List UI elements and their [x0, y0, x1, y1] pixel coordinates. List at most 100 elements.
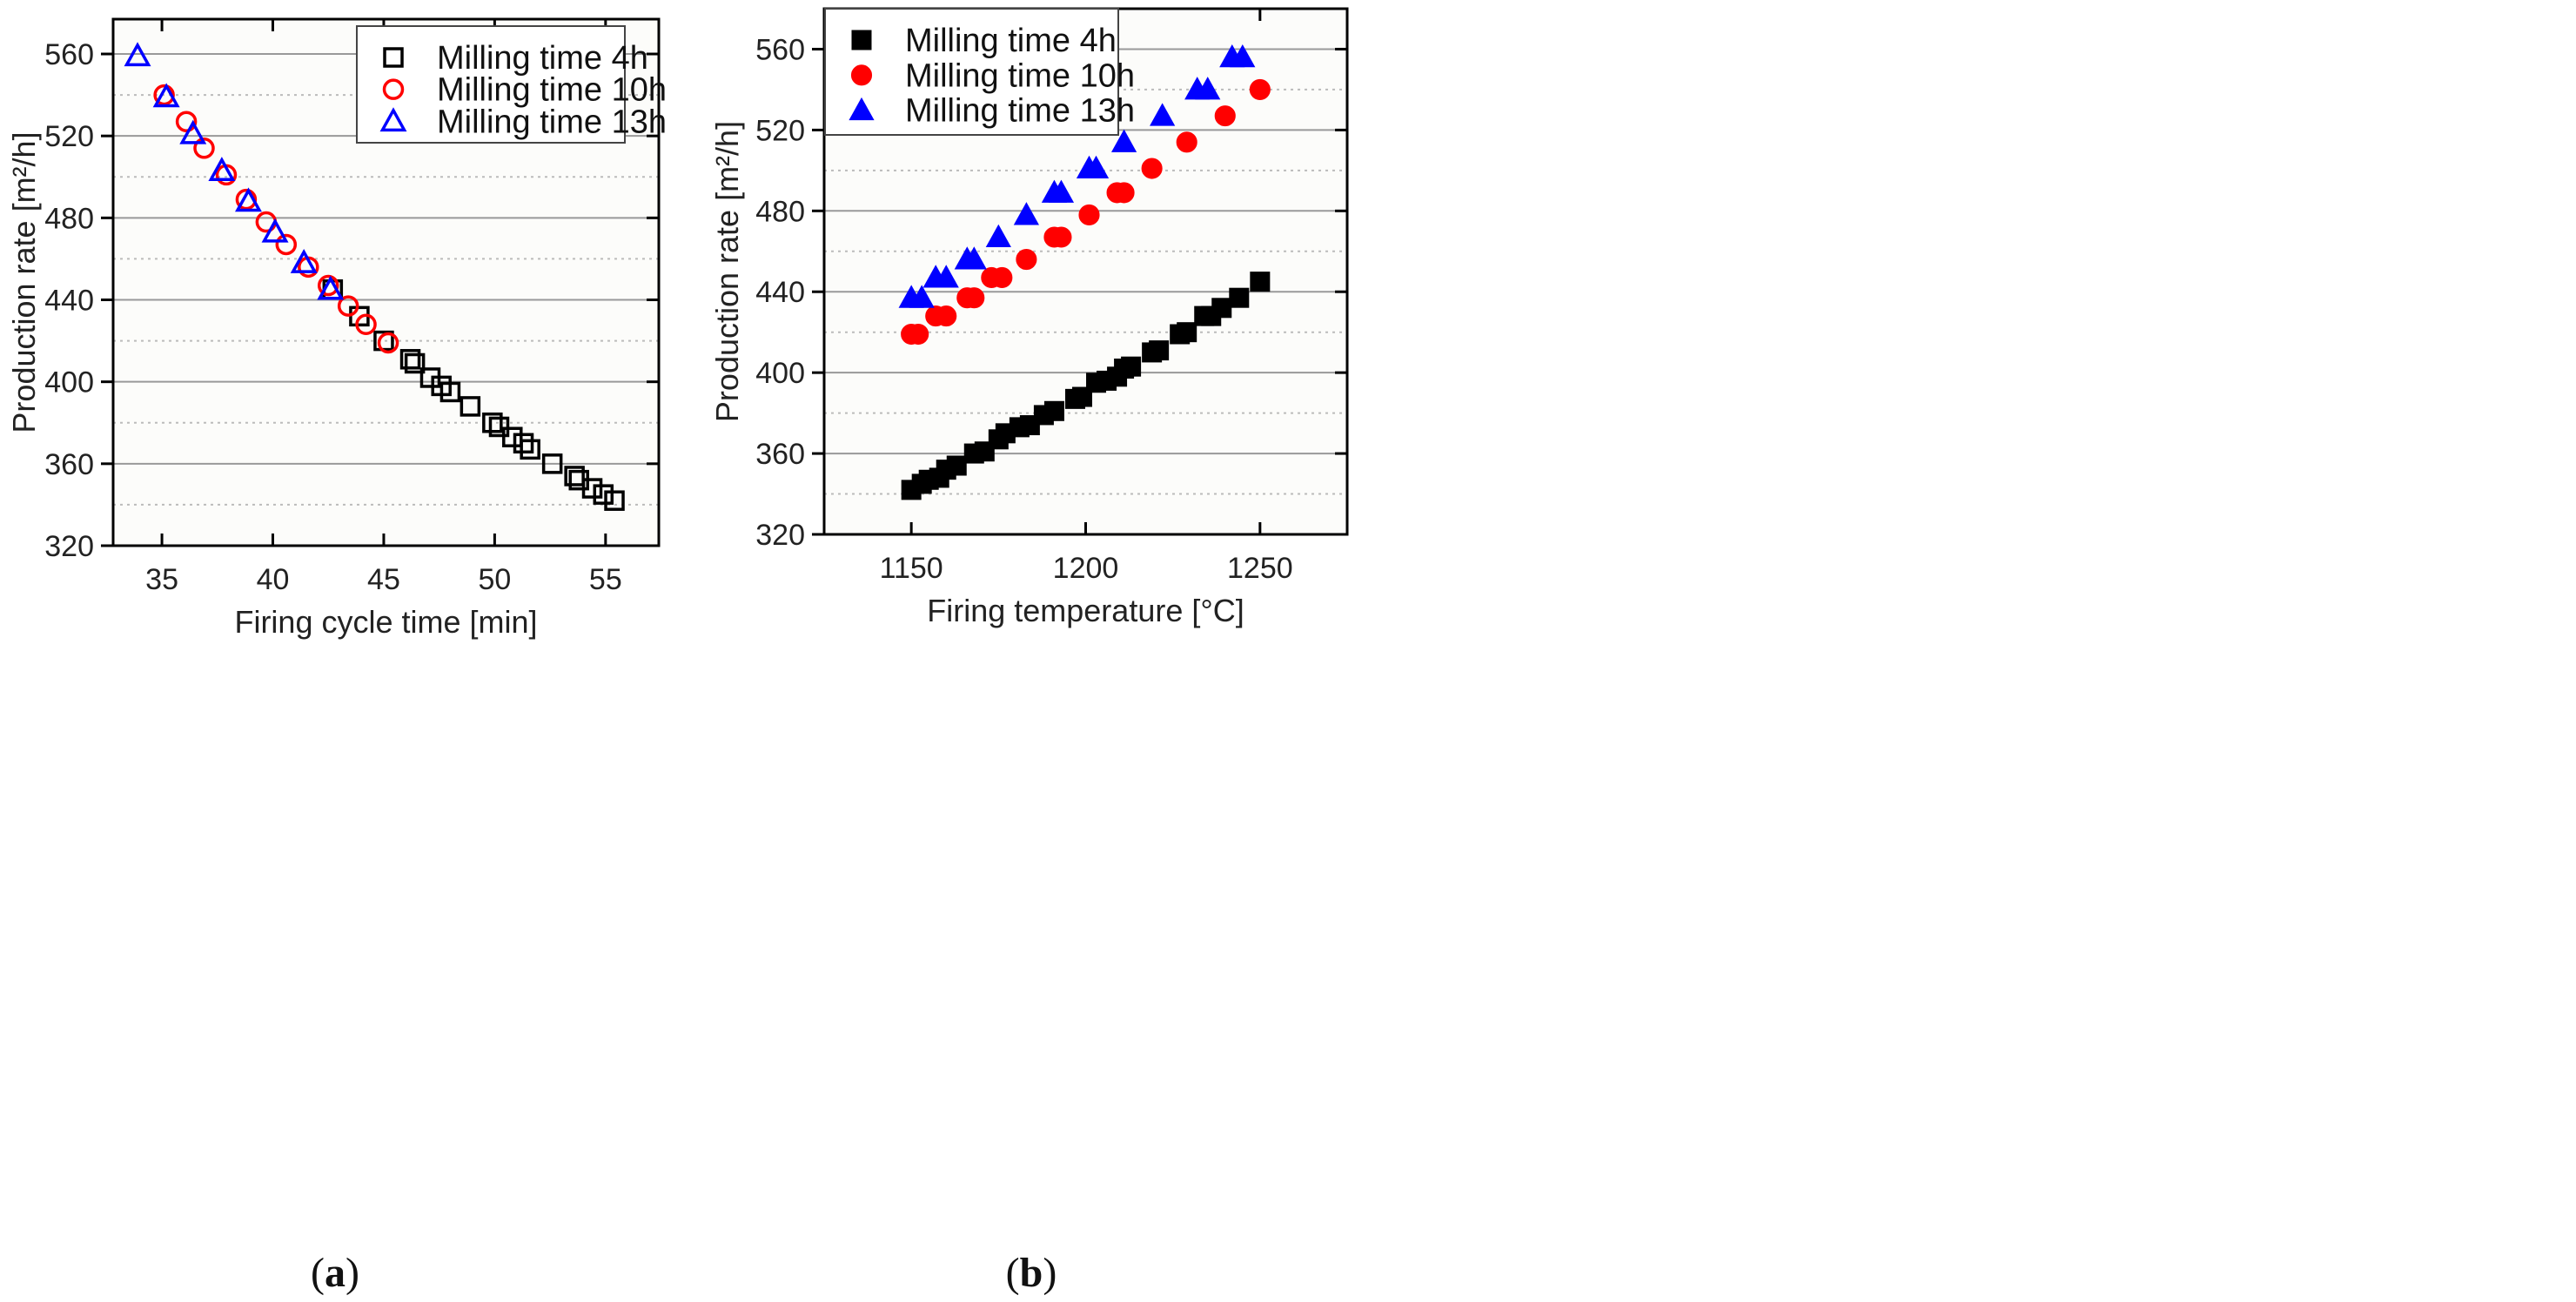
x-tick-label: 1200	[1053, 552, 1119, 585]
x-tick-label: 55	[589, 563, 622, 596]
x-tick-label: 50	[478, 563, 511, 596]
legend-marker	[379, 107, 407, 132]
y-tick-label: 520	[755, 114, 805, 147]
data-point-triangle	[985, 224, 1011, 248]
data-point-square	[513, 433, 534, 454]
data-point-square	[399, 349, 421, 370]
data-point-square	[1211, 298, 1232, 319]
data-point-square	[1177, 322, 1197, 343]
y-tick-label: 440	[44, 285, 94, 318]
data-point-triangle	[317, 275, 345, 300]
data-point-circle	[1176, 131, 1197, 153]
x-axis-label: Firing temperature [°C]	[927, 593, 1244, 628]
x-tick-label: 1150	[880, 552, 943, 585]
legend-label: Milling time 10h	[437, 72, 667, 109]
y-tick-label: 560	[755, 33, 805, 66]
data-point-triangle	[1013, 202, 1039, 225]
x-tick-label: 1250	[1227, 552, 1293, 585]
data-point-circle	[355, 313, 377, 336]
data-point-triangle	[909, 285, 935, 308]
data-point-triangle	[235, 187, 262, 212]
x-tick-label: 35	[145, 563, 178, 596]
data-point-square	[564, 466, 585, 487]
data-point-triangle	[1150, 103, 1176, 126]
data-point-triangle	[152, 83, 180, 108]
data-point-circle	[963, 287, 985, 309]
data-point-square	[520, 439, 540, 460]
y-axis-label: Production rate [m²/h]	[709, 121, 745, 422]
data-point-circle	[1214, 105, 1236, 127]
data-point-circle	[235, 188, 258, 211]
series-1	[901, 78, 1271, 346]
panel-caption: (b)	[1006, 1250, 1057, 1296]
chart-panel-b: 1150 1200 1250 320 360 400 440 480 520 560 Firing …	[709, 7, 1349, 1296]
y-tick-label: 480	[44, 202, 94, 235]
y-tick-label: 520	[44, 120, 94, 153]
data-point-triangle	[1048, 179, 1075, 203]
legend-marker	[383, 47, 404, 68]
y-tick-label: 560	[44, 38, 94, 71]
legend-marker	[851, 30, 872, 50]
data-point-circle	[1016, 249, 1037, 271]
data-point-circle	[153, 84, 175, 106]
data-point-triangle	[1110, 129, 1137, 152]
chart-panel-a: 35 40 45 50 55 320 360 400 440 480 520 560 Firing cy…	[6, 17, 667, 1296]
y-tick-label: 400	[755, 357, 805, 390]
legend-label: Milling time 4h	[905, 23, 1117, 59]
data-point-circle	[317, 274, 339, 297]
y-tick-label: 320	[44, 530, 94, 563]
series-0	[901, 272, 1271, 500]
series-0	[322, 279, 625, 511]
data-point-square	[604, 490, 625, 511]
data-point-circle	[1249, 78, 1271, 100]
data-point-circle	[1078, 204, 1100, 226]
data-point-square	[593, 484, 614, 505]
y-tick-label: 400	[44, 366, 94, 399]
x-axis-label: Firing cycle time [min]	[234, 604, 537, 640]
legend-label: Milling time 4h	[437, 40, 648, 77]
plot-frame	[111, 17, 661, 547]
data-point-triangle	[179, 119, 207, 144]
data-point-circle	[1050, 226, 1072, 248]
data-point-triangle	[1195, 77, 1221, 100]
data-point-circle	[1113, 182, 1135, 204]
x-tick-label: 40	[257, 563, 290, 596]
data-point-square	[1043, 400, 1064, 421]
series-2	[124, 42, 345, 300]
data-point-circle	[991, 266, 1013, 289]
y-tick-label: 480	[755, 195, 805, 228]
data-point-triangle	[208, 157, 236, 181]
legend-label: Milling time 13h	[905, 93, 1135, 130]
series-2	[898, 44, 1256, 308]
data-point-circle	[337, 295, 359, 317]
data-point-triangle	[961, 246, 987, 270]
y-tick-label: 360	[755, 438, 805, 471]
data-point-circle	[377, 332, 399, 354]
data-point-square	[502, 426, 523, 447]
legend-box	[824, 8, 1119, 136]
data-point-square	[946, 455, 967, 476]
data-point-circle	[1141, 158, 1163, 179]
legend-marker	[850, 64, 873, 86]
panel-caption-letter: b	[1020, 1250, 1043, 1296]
data-point-circle	[193, 138, 215, 159]
data-point-square	[488, 416, 510, 438]
y-tick-label: 440	[755, 276, 805, 309]
data-point-triangle	[261, 218, 289, 243]
data-point-square	[581, 478, 603, 499]
data-point-square	[1149, 340, 1170, 361]
data-point-square	[404, 352, 426, 374]
panel-caption-letter: a	[325, 1250, 345, 1296]
data-point-square	[482, 413, 503, 433]
x-tick-label: 45	[367, 563, 400, 596]
data-point-square	[1229, 287, 1250, 308]
data-point-circle	[936, 305, 957, 327]
legend-label: Milling time 13h	[437, 104, 667, 140]
data-point-square	[1121, 356, 1142, 377]
data-point-square	[541, 453, 563, 474]
panel-caption: (a)	[311, 1250, 359, 1296]
data-point-square	[1250, 272, 1271, 292]
